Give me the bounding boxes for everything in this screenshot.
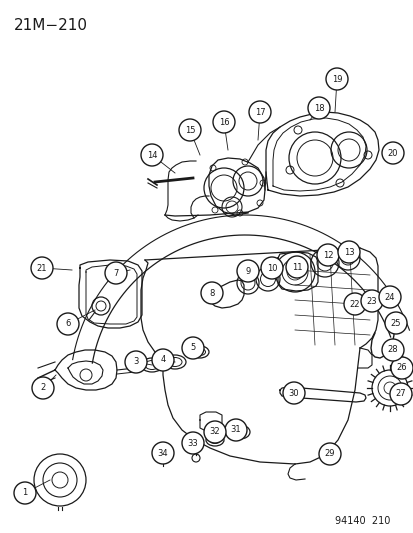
Circle shape [343,293,365,315]
Text: 33: 33 [187,439,198,448]
Text: 3: 3 [133,358,138,367]
Text: 2: 2 [40,384,45,392]
Text: 20: 20 [387,149,397,157]
Circle shape [337,241,359,263]
Text: 8: 8 [209,288,214,297]
Circle shape [236,260,259,282]
Text: 10: 10 [266,263,277,272]
Circle shape [204,421,225,443]
Circle shape [260,257,282,279]
Circle shape [105,262,127,284]
Text: 7: 7 [113,269,119,278]
Text: 28: 28 [387,345,397,354]
Text: 13: 13 [343,247,354,256]
Text: 18: 18 [313,103,323,112]
Circle shape [318,443,340,465]
Circle shape [390,357,412,379]
Circle shape [381,339,403,361]
Circle shape [152,442,173,464]
Circle shape [182,337,204,359]
Text: 29: 29 [324,449,335,458]
Text: 30: 30 [288,389,299,398]
Text: 27: 27 [395,390,405,399]
Circle shape [224,419,247,441]
Text: 26: 26 [396,364,406,373]
Circle shape [152,349,173,371]
Text: 31: 31 [230,425,241,434]
Circle shape [212,111,235,133]
Text: 1: 1 [22,489,28,497]
Text: 94140  210: 94140 210 [334,516,389,526]
Text: 6: 6 [65,319,71,328]
Text: 21: 21 [37,263,47,272]
Text: 32: 32 [209,427,220,437]
Text: 24: 24 [384,293,394,302]
Text: 16: 16 [218,117,229,126]
Text: 15: 15 [184,125,195,134]
Circle shape [201,282,223,304]
Circle shape [389,383,411,405]
Text: 19: 19 [331,75,342,84]
Circle shape [282,382,304,404]
Circle shape [378,286,400,308]
Circle shape [14,482,36,504]
Circle shape [141,144,163,166]
Circle shape [307,97,329,119]
Circle shape [31,257,53,279]
Text: 22: 22 [349,300,359,309]
Text: 25: 25 [390,319,400,327]
Circle shape [182,432,204,454]
Circle shape [381,142,403,164]
Circle shape [325,68,347,90]
Circle shape [32,377,54,399]
Circle shape [384,312,406,334]
Circle shape [125,351,147,373]
Circle shape [178,119,201,141]
Text: 14: 14 [146,150,157,159]
Circle shape [57,313,79,335]
Text: 9: 9 [245,266,250,276]
Circle shape [285,256,307,278]
Text: 11: 11 [291,262,301,271]
Circle shape [360,290,382,312]
Text: 12: 12 [322,251,332,260]
Text: 23: 23 [366,296,376,305]
Text: 34: 34 [157,448,168,457]
Text: 21M−210: 21M−210 [14,18,88,33]
Text: 17: 17 [254,108,265,117]
Text: 4: 4 [160,356,165,365]
Circle shape [316,244,338,266]
Circle shape [248,101,271,123]
Text: 5: 5 [190,343,195,352]
